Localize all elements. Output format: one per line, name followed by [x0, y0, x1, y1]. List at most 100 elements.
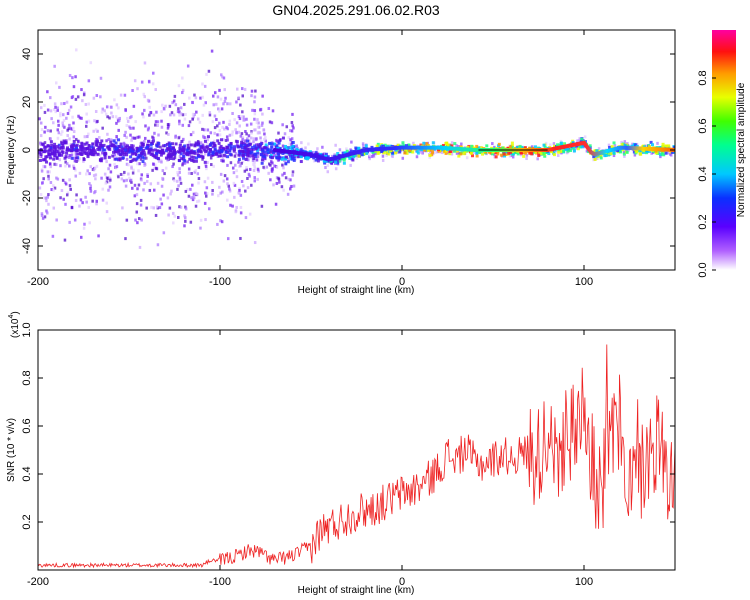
- spectrogram-cell: [252, 137, 256, 141]
- spectrogram-cell: [253, 176, 256, 180]
- spectrogram-cell: [284, 157, 288, 161]
- spectrogram-cell: [84, 102, 88, 106]
- spectrogram-cell: [508, 145, 512, 149]
- spectrogram-cell: [332, 159, 336, 163]
- spectrogram-cell: [96, 147, 100, 151]
- spectrogram-cell: [580, 145, 584, 149]
- spectrogram-cell: [278, 156, 282, 160]
- spectrogram-cell: [276, 139, 279, 143]
- spectrogram-cell: [256, 118, 259, 122]
- spectrogram-cell: [233, 145, 237, 149]
- spectrogram-cell: [185, 148, 189, 152]
- spectrogram-cell: [192, 196, 195, 200]
- spectrogram-cell: [365, 151, 369, 155]
- spectrogram-cell: [168, 153, 172, 157]
- spectrogram-cell: [174, 135, 177, 139]
- spectrogram-cell: [452, 149, 456, 153]
- spectrogram-cell: [250, 131, 253, 135]
- spectrogram-cell: [539, 152, 543, 156]
- spectrogram-cell: [232, 171, 236, 175]
- spectrogram-cell: [152, 162, 155, 166]
- spectrogram-cell: [47, 144, 51, 148]
- spectrogram-cell: [253, 112, 257, 116]
- spectrogram-cell: [362, 144, 365, 148]
- spectrogram-cell: [205, 186, 209, 190]
- spectrogram-cell: [244, 157, 248, 161]
- spectrogram-cell: [253, 152, 257, 156]
- spectrogram-cell: [343, 156, 347, 160]
- spectrogram-cell: [141, 160, 145, 164]
- spectrogram-cell: [261, 112, 264, 116]
- spectrogram-cell: [292, 126, 295, 130]
- spectrogram-cell: [62, 118, 66, 122]
- spectrogram-cell: [55, 156, 59, 160]
- spectrogram-cell: [253, 164, 256, 168]
- spectrogram-cell: [92, 174, 96, 178]
- spectrogram-cell: [670, 150, 674, 154]
- spectrogram-cell: [143, 162, 146, 166]
- spectrogram-cell: [47, 177, 50, 181]
- spectrogram-cell: [642, 150, 646, 154]
- spectrogram-cell: [473, 150, 476, 154]
- spectrogram-cell: [222, 179, 226, 183]
- spectrogram-cell: [39, 193, 43, 197]
- spectrogram-cell: [186, 64, 190, 68]
- spectrogram-cell: [552, 153, 556, 157]
- spectrogram-cell: [127, 150, 131, 154]
- spectrogram-cell: [283, 171, 286, 175]
- spectrogram-cell: [115, 135, 118, 139]
- spectrogram-cell: [299, 155, 303, 159]
- spectrogram-cell: [364, 144, 368, 148]
- spectrogram-cell: [287, 177, 291, 181]
- spectrogram-cell: [226, 102, 229, 106]
- spectrogram-cell: [87, 132, 90, 136]
- spectrogram-cell: [271, 156, 275, 160]
- spectrogram-cell: [544, 141, 548, 145]
- spectrogram-cell: [183, 144, 187, 148]
- spectrogram-cell: [149, 141, 153, 145]
- spectrogram-cell: [465, 156, 469, 160]
- spectrogram-cell: [499, 153, 503, 157]
- spectrogram-cell: [80, 88, 83, 92]
- spectrogram-cell: [149, 111, 152, 115]
- spectrogram-cell: [56, 177, 60, 181]
- spectrogram-cell: [299, 160, 303, 164]
- spectrogram-cell: [566, 149, 570, 153]
- spectrogram-cell: [192, 115, 195, 119]
- spectrogram-cell: [40, 169, 44, 173]
- spectrogram-cell: [100, 110, 104, 114]
- spectrogram-cell: [181, 157, 185, 161]
- spectrogram-cell: [306, 155, 310, 159]
- spectrogram-cell: [64, 164, 67, 168]
- spectrogram-cell: [74, 156, 78, 160]
- spectrogram-cell: [132, 104, 136, 108]
- spectrogram-cell: [218, 185, 221, 189]
- spectrogram-cell: [125, 149, 129, 153]
- spectrogram-cell: [244, 189, 247, 193]
- spectrogram-cell: [282, 147, 286, 151]
- spectrogram-cell: [202, 147, 206, 151]
- spectrogram-cell: [147, 126, 150, 130]
- spectrogram-cell: [40, 213, 44, 217]
- spectrogram-cell: [377, 150, 381, 154]
- spectrogram-cell: [45, 149, 49, 153]
- spectrogram-cell: [38, 154, 41, 158]
- spectrogram-cell: [183, 224, 186, 228]
- spectrogram-cell: [260, 123, 264, 127]
- spectrogram-cell: [171, 211, 175, 215]
- x-tick-label: 100: [575, 576, 593, 588]
- spectrogram-cell: [338, 148, 342, 152]
- spectrogram-cell: [138, 147, 142, 151]
- spectrogram-cell: [87, 102, 90, 106]
- spectrogram-cell: [245, 142, 249, 146]
- spectrogram-cell: [253, 95, 257, 99]
- spectrogram-cell: [229, 146, 233, 150]
- spectrogram-cell: [199, 226, 202, 230]
- spectrogram-cell: [656, 141, 659, 145]
- spectrogram-cell: [368, 157, 371, 161]
- spectrogram-cell: [273, 164, 276, 168]
- spectrogram-cell: [256, 151, 260, 155]
- spectrogram-cell: [204, 145, 208, 149]
- spectrogram-cell: [44, 196, 48, 200]
- spectrogram-cell: [270, 121, 274, 125]
